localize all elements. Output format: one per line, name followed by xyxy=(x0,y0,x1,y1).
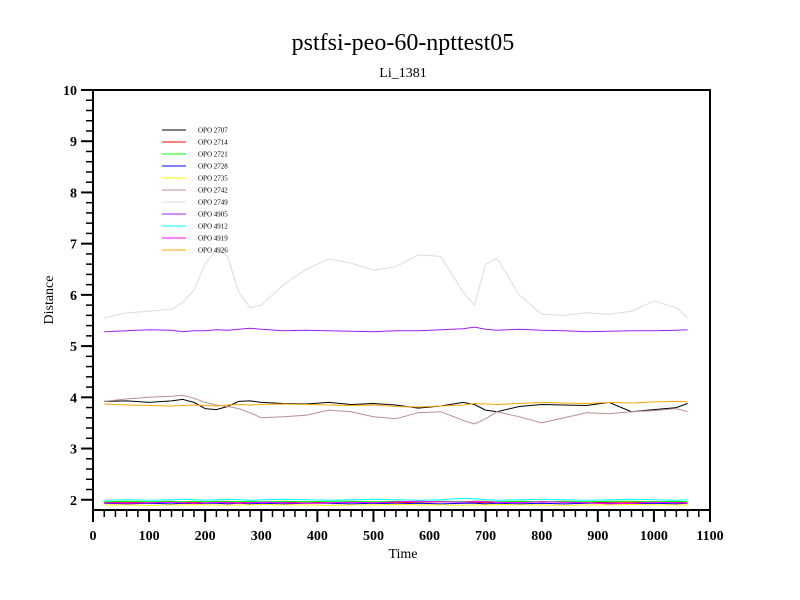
legend: OPO 2707 OPO 2714 OPO 2721 OPO 2728 OPO 2735… xyxy=(162,127,228,255)
plot-area-frame xyxy=(92,89,711,511)
legend-label: OPO 4905 xyxy=(198,211,228,219)
y-tick-label: 2 xyxy=(70,494,77,509)
series-group xyxy=(104,248,688,506)
series-line-opo-4905 xyxy=(104,326,688,333)
legend-label: OPO 2728 xyxy=(198,163,228,171)
series-line-opo-2735 xyxy=(104,503,688,506)
legend-label: OPO 2749 xyxy=(198,199,228,207)
y-tick-label: 6 xyxy=(70,289,77,304)
series-line-opo-2707 xyxy=(104,398,688,413)
chart-subtitle: Li_1381 xyxy=(379,66,426,81)
chart-title: pstfsi-peo-60-npttest05 xyxy=(292,30,515,56)
series-line-opo-2742 xyxy=(104,394,688,425)
series-line-opo-4926 xyxy=(104,400,688,408)
legend-label: OPO 2721 xyxy=(198,151,228,159)
axis-ticks: 0 100 200 300 400 500 600 700 800 900 1000 1100 2 3 4 5… xyxy=(63,84,724,544)
x-tick-label: 600 xyxy=(419,529,440,544)
legend-label: OPO 2714 xyxy=(198,139,228,147)
legend-label: OPO 4926 xyxy=(198,247,228,255)
y-tick-label: 8 xyxy=(70,186,77,201)
legend-label: OPO 2735 xyxy=(198,175,228,183)
x-tick-label: 200 xyxy=(195,529,216,544)
y-axis-label: Distance xyxy=(42,276,57,325)
y-tick-label: 5 xyxy=(70,340,77,355)
legend-label: OPO 4919 xyxy=(198,235,228,243)
y-tick-label: 4 xyxy=(70,391,77,406)
x-tick-label: 400 xyxy=(307,529,328,544)
legend-label: OPO 2742 xyxy=(198,187,228,195)
y-tick-label: 7 xyxy=(70,238,77,253)
x-tick-label: 0 xyxy=(90,529,97,544)
x-tick-label: 300 xyxy=(251,529,272,544)
y-tick-label: 9 xyxy=(70,135,77,150)
series-line-opo-4912 xyxy=(104,497,688,501)
x-tick-label: 1000 xyxy=(640,529,668,544)
x-axis-label: Time xyxy=(388,547,417,562)
x-tick-label: 1100 xyxy=(696,529,723,544)
legend-label: OPO 4912 xyxy=(198,223,228,231)
series-line-opo-2749 xyxy=(104,248,688,319)
series-line-opo-4919 xyxy=(104,500,688,505)
series-line-opo-2721 xyxy=(104,500,688,503)
y-tick-label: 3 xyxy=(70,443,77,458)
x-tick-label: 100 xyxy=(139,529,160,544)
x-tick-label: 800 xyxy=(531,529,552,544)
x-tick-label: 700 xyxy=(475,529,496,544)
x-tick-label: 900 xyxy=(587,529,608,544)
legend-label: OPO 2707 xyxy=(198,127,228,135)
y-tick-label: 10 xyxy=(63,84,77,99)
x-tick-label: 500 xyxy=(363,529,384,544)
